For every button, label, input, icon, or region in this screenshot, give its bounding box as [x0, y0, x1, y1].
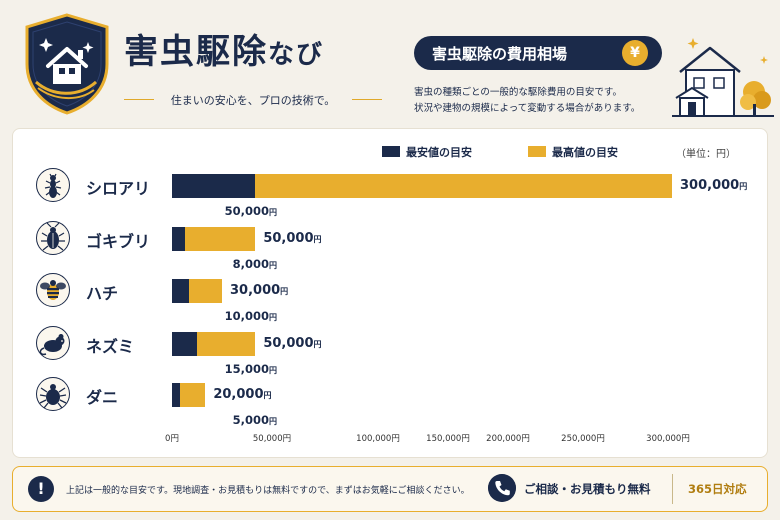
- x-tick-0: 0円: [165, 434, 179, 444]
- footer-divider: [672, 474, 673, 504]
- x-tick-4: 200,000円: [486, 434, 530, 444]
- data-label-max-4: 20,000円: [213, 387, 272, 402]
- legend-label-max: 最高値の目安: [552, 146, 618, 159]
- cockroach-icon: [36, 221, 70, 255]
- rat-icon: [36, 326, 70, 360]
- data-label-min-1: 8,000円: [232, 257, 277, 271]
- cost-title-pill: [414, 36, 662, 70]
- footer-banner: [12, 466, 768, 512]
- contact-label: ご相談・お見積もり無料: [524, 482, 651, 496]
- brand-shield-logo: [25, 13, 109, 115]
- tick-icon: [36, 377, 70, 411]
- legend-swatch-min: [382, 146, 400, 157]
- bar-max-1: [185, 227, 256, 251]
- data-label-min-2: 10,000円: [224, 309, 277, 323]
- brand-tagline: 住まいの安心を、プロの技術で。: [124, 92, 382, 108]
- x-tick-6: 300,000円: [646, 434, 690, 444]
- data-label-min-4: 5,000円: [232, 413, 277, 427]
- house-illustration-icon: [672, 38, 774, 117]
- bar-min-4: [172, 383, 181, 407]
- description-line-2: 状況や建物の規模によって変動する場合があります。: [414, 103, 641, 114]
- description-line-1: 害虫の種類ごとの一般的な駆除費用の目安です。: [414, 87, 622, 98]
- cost-title: 害虫駆除の費用相場: [432, 45, 568, 63]
- bar-min-0: [172, 174, 256, 198]
- yen-icon: ¥: [622, 40, 648, 66]
- category-label-2: ハチ: [86, 284, 119, 303]
- footer-note: 上記は一般的な目安です。現地調査・お見積もりは無料ですので、まずはお気軽にご相談…: [66, 486, 470, 496]
- data-label-max-1: 50,000円: [263, 231, 322, 246]
- data-label-max-0: 300,000円: [680, 178, 748, 193]
- warning-icon: !: [28, 476, 54, 502]
- data-label-max-3: 50,000円: [263, 336, 322, 351]
- phone-icon: [488, 474, 516, 502]
- category-label-1: ゴキブリ: [86, 232, 151, 251]
- category-label-4: ダニ: [86, 388, 119, 407]
- data-label-min-0: 50,000円: [224, 204, 277, 218]
- bar-min-2: [172, 279, 189, 303]
- unit-note: （単位：円）: [676, 149, 736, 160]
- service-days: 365日対応: [688, 482, 747, 496]
- x-tick-2: 100,000円: [356, 434, 400, 444]
- legend-label-min: 最安値の目安: [406, 146, 472, 159]
- data-label-max-2: 30,000円: [230, 283, 289, 298]
- x-tick-1: 50,000円: [252, 434, 292, 444]
- category-label-0: シロアリ: [86, 179, 151, 198]
- bar-min-3: [172, 332, 197, 356]
- brand-title: 害虫駆除なび: [124, 32, 325, 72]
- termite-icon: [36, 168, 70, 202]
- bar-max-2: [188, 279, 222, 303]
- bar-max-4: [180, 383, 206, 407]
- data-label-min-3: 15,000円: [224, 362, 277, 376]
- x-tick-3: 150,000円: [426, 434, 470, 444]
- bar-min-1: [172, 227, 186, 251]
- x-tick-5: 250,000円: [561, 434, 605, 444]
- bee-icon: [36, 273, 70, 307]
- bar-max-3: [197, 332, 256, 356]
- category-label-3: ネズミ: [86, 337, 135, 356]
- legend-swatch-max: [528, 146, 546, 157]
- bar-max-0: [255, 174, 672, 198]
